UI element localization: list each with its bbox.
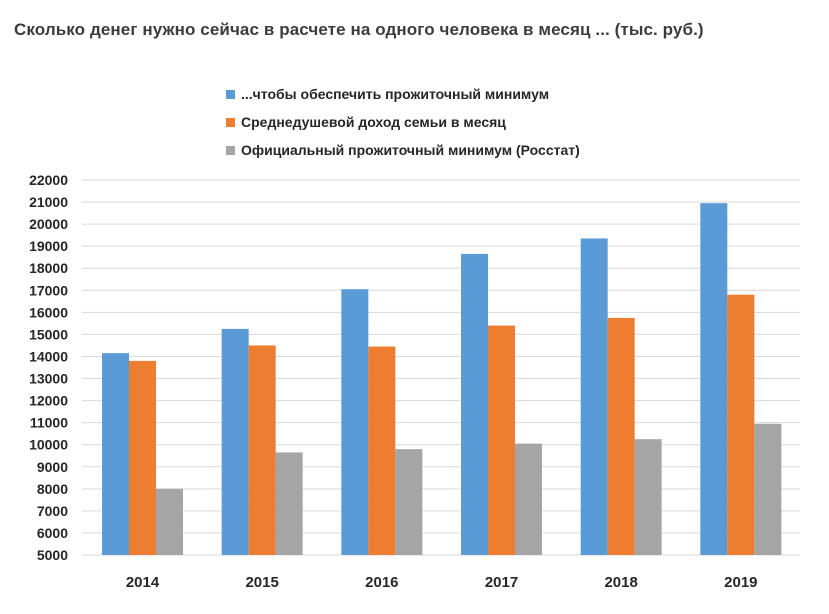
legend-swatch-official-minimum	[226, 145, 235, 155]
y-tick-label: 16000	[29, 304, 68, 320]
y-tick-label: 17000	[29, 282, 68, 298]
bar-2018-series-1	[580, 238, 608, 556]
y-tick-label: 12000	[29, 393, 68, 409]
y-tick-label: 11000	[30, 415, 68, 431]
y-tick-label: 13000	[29, 371, 68, 387]
bar-2018-series-3	[634, 439, 662, 555]
y-tick-label: 5000	[37, 547, 68, 563]
bar-2019-series-1	[700, 203, 728, 556]
y-tick-label: 6000	[37, 525, 68, 541]
bar-2016-series-2	[368, 346, 396, 555]
y-tick-label: 22000	[29, 172, 68, 188]
legend-item-subsistence-need: ...чтобы обеспечить прожиточный минимум	[226, 84, 580, 104]
x-tick-label: 2014	[126, 574, 160, 591]
legend-item-household-income: Среднедушевой доход семьи в месяц	[226, 112, 580, 132]
legend-swatch-subsistence-need	[226, 89, 235, 99]
y-tick-label: 14000	[29, 348, 68, 364]
legend-item-official-minimum: Официальный прожиточный минимум (Росстат…	[226, 140, 580, 160]
y-tick-label: 18000	[29, 260, 68, 276]
y-tick-label: 21000	[29, 194, 68, 210]
bar-2016-series-1	[341, 289, 369, 555]
y-tick-label: 8000	[37, 481, 68, 497]
bar-2017-series-3	[515, 443, 542, 555]
bar-2014-series-3	[156, 488, 183, 555]
legend: ...чтобы обеспечить прожиточный минимум …	[226, 84, 580, 168]
bar-2014-series-1	[102, 353, 129, 555]
legend-label-official-minimum: Официальный прожиточный минимум (Росстат…	[241, 142, 580, 158]
legend-swatch-household-income	[226, 117, 235, 127]
x-tick-label: 2016	[365, 574, 398, 591]
bar-2019-series-2	[727, 294, 755, 555]
bar-2015-series-3	[275, 452, 303, 555]
x-tick-label: 2018	[604, 574, 637, 591]
legend-label-subsistence-need: ...чтобы обеспечить прожиточный минимум	[241, 86, 550, 102]
y-tick-label: 15000	[29, 326, 68, 342]
y-tick-label: 10000	[29, 437, 68, 453]
y-tick-label: 7000	[37, 503, 68, 519]
x-tick-label: 2017	[485, 574, 518, 591]
y-tick-label: 19000	[29, 238, 68, 254]
x-tick-label: 2019	[724, 574, 757, 591]
bar-2017-series-1	[461, 253, 488, 555]
bar-2017-series-2	[488, 325, 515, 555]
y-tick-label: 9000	[37, 459, 68, 475]
bar-2015-series-1	[221, 328, 249, 555]
bar-2019-series-3	[754, 423, 782, 555]
y-tick-label: 20000	[29, 216, 68, 232]
x-tick-label: 2015	[245, 574, 278, 591]
bar-2018-series-2	[607, 317, 635, 555]
legend-label-household-income: Среднедушевой доход семьи в месяц	[241, 114, 506, 130]
chart-title: Сколько денег нужно сейчас в расчете на …	[14, 20, 704, 39]
bar-2015-series-2	[248, 345, 276, 555]
bar-2014-series-2	[129, 360, 156, 555]
bar-2016-series-3	[395, 449, 423, 555]
